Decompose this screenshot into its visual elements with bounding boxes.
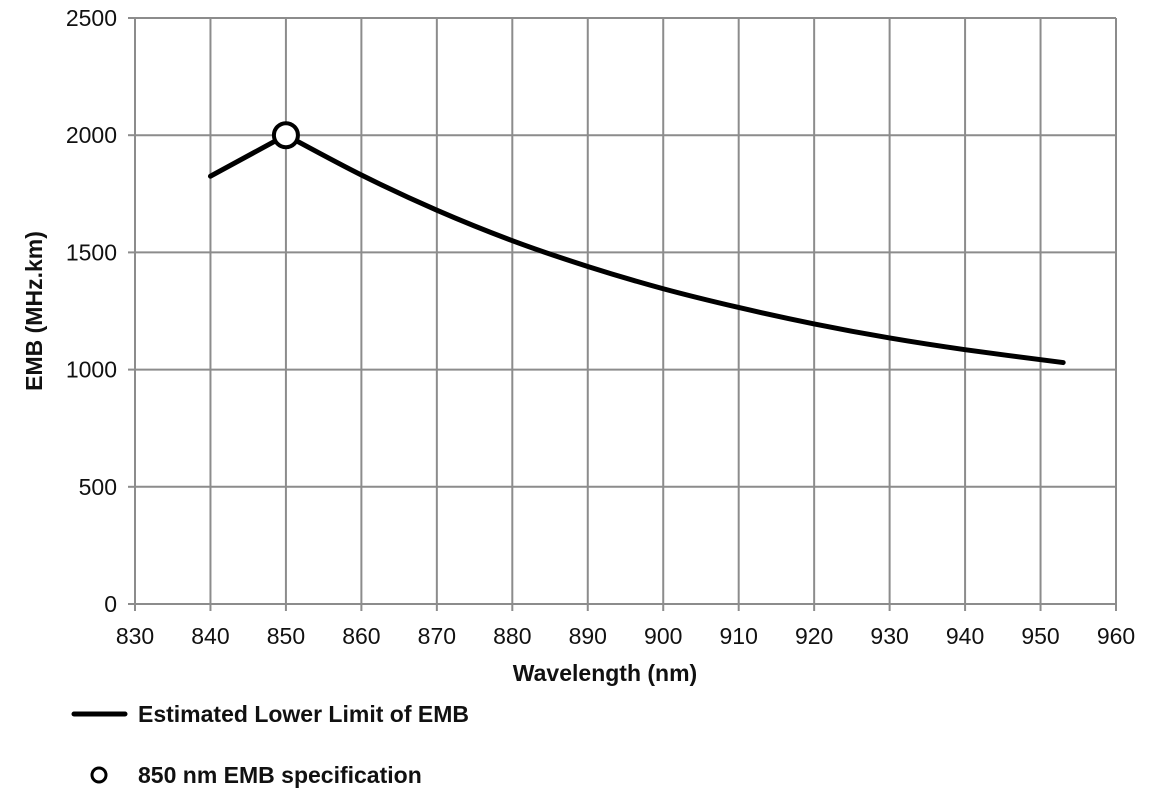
tick-labels: 830 840 850 860 870 880 890 900 910 920 930 940 950 9…: [66, 5, 1135, 649]
legend-item-marker: 850 nm EMB specification: [90, 762, 422, 788]
x-tick-label: 940: [946, 623, 984, 649]
y-tick-label: 1000: [66, 357, 117, 383]
x-tick-label: 830: [116, 623, 154, 649]
legend-marker-swatch: [90, 766, 108, 784]
emb-spec-marker: [271, 121, 300, 150]
x-tick-label: 890: [569, 623, 607, 649]
x-tick-label: 840: [191, 623, 229, 649]
legend-item-line: Estimated Lower Limit of EMB: [71, 701, 469, 727]
y-axis-title: EMB (MHz.km): [21, 231, 47, 391]
x-tick-label: 900: [644, 623, 682, 649]
y-tick-label: 500: [79, 474, 117, 500]
grid: [135, 17, 1117, 604]
series: [207, 121, 1066, 366]
series-line-emb-lower-limit: [207, 132, 1066, 366]
y-tick-label: 1500: [66, 239, 117, 265]
x-axis-title: Wavelength (nm): [513, 660, 697, 686]
legend: Estimated Lower Limit of EMB 850 nm EMB …: [71, 701, 469, 788]
y-tick-label: 2500: [66, 5, 117, 31]
x-tick-label: 960: [1097, 623, 1135, 649]
y-tick-label: 2000: [66, 122, 117, 148]
x-tick-label: 870: [418, 623, 456, 649]
x-tick-label: 950: [1021, 623, 1059, 649]
legend-label-line: Estimated Lower Limit of EMB: [138, 701, 469, 727]
x-tick-label: 880: [493, 623, 531, 649]
legend-label-marker: 850 nm EMB specification: [138, 762, 422, 788]
x-tick-label: 850: [267, 623, 305, 649]
x-tick-label: 930: [870, 623, 908, 649]
x-tick-label: 920: [795, 623, 833, 649]
x-tick-label: 860: [342, 623, 380, 649]
y-tick-label: 0: [104, 591, 117, 617]
axes: [128, 17, 1117, 611]
x-tick-label: 910: [720, 623, 758, 649]
